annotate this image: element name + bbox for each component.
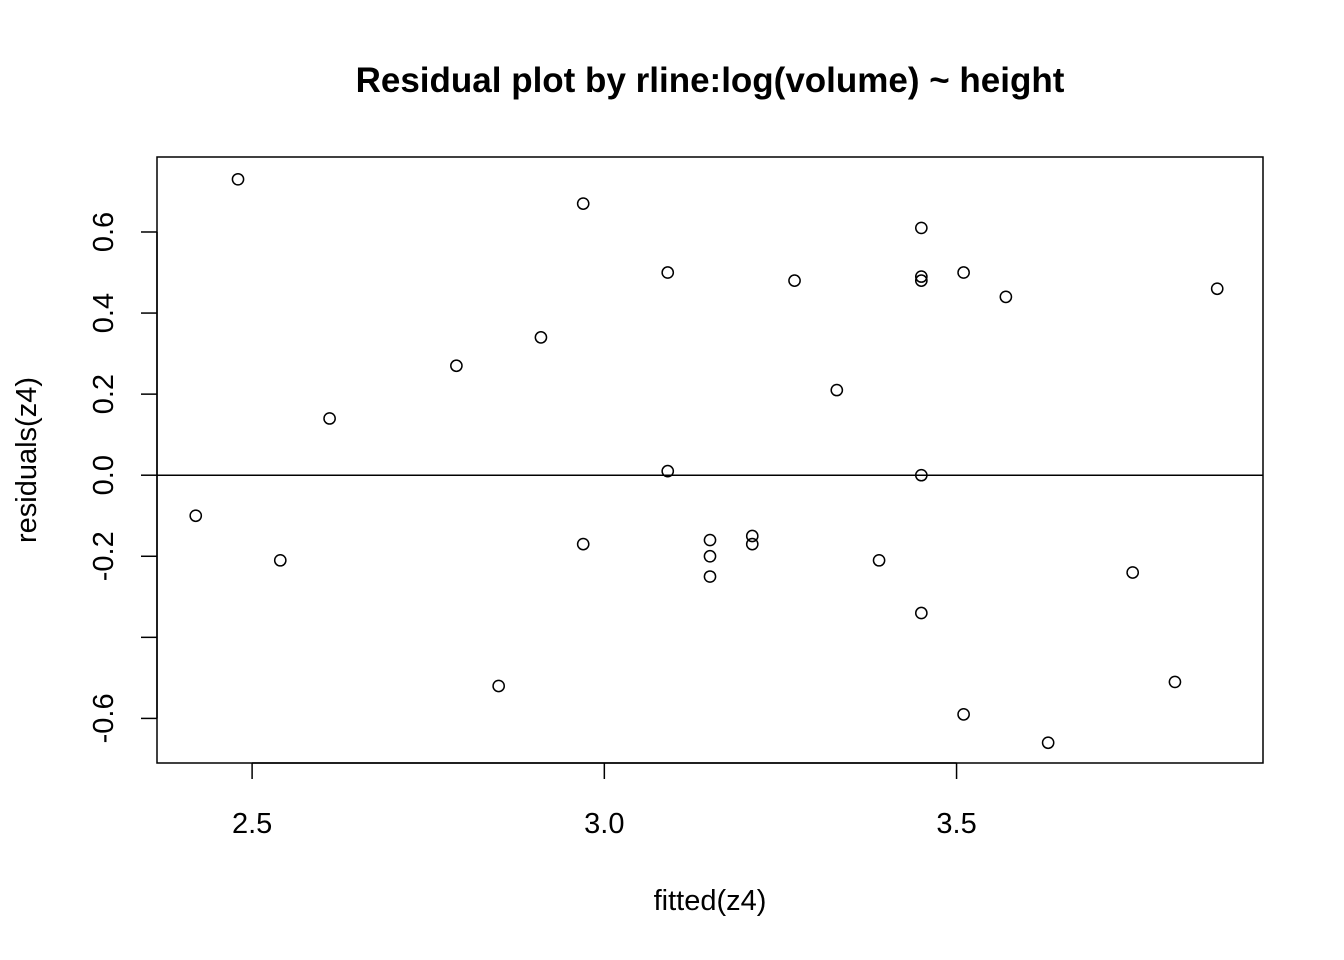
data-point — [914, 274, 928, 287]
x-tick-label: 2.5 — [232, 808, 272, 840]
data-point — [1168, 675, 1182, 689]
y-tick-label: -0.2 — [88, 531, 120, 581]
data-point — [534, 331, 548, 344]
x-tick-label: 3.5 — [936, 808, 976, 840]
data-point — [914, 606, 928, 620]
data-point — [450, 359, 463, 373]
data-point — [1041, 736, 1055, 750]
data-point — [273, 553, 287, 567]
data-point — [661, 266, 675, 279]
data-point — [189, 509, 203, 523]
data-point — [703, 533, 717, 547]
data-point — [872, 553, 886, 567]
data-points — [189, 172, 1224, 750]
data-point — [323, 412, 336, 425]
data-point — [231, 172, 245, 186]
data-point — [703, 549, 717, 563]
x-tick-label: 3.0 — [584, 808, 624, 840]
data-point — [914, 270, 928, 283]
chart-title: Residual plot by rline:log(volume) ~ hei… — [356, 61, 1065, 100]
data-point — [576, 537, 590, 551]
data-point — [957, 266, 970, 279]
data-point — [788, 274, 801, 287]
y-tick-label: 0.0 — [88, 455, 120, 495]
data-point — [703, 570, 717, 583]
y-tick-label: 0.4 — [88, 293, 120, 333]
data-point — [957, 708, 970, 721]
y-tick-label: 0.2 — [88, 374, 120, 414]
x-axis-label: fitted(z4) — [654, 885, 767, 917]
x-axis: 2.5 3.0 3.5 — [232, 762, 977, 840]
data-point — [1210, 282, 1224, 296]
plot-frame — [156, 156, 1264, 764]
data-point — [745, 537, 759, 551]
data-point — [745, 529, 759, 543]
y-tick-label: 0.6 — [88, 212, 120, 252]
data-point — [830, 383, 844, 397]
data-point — [914, 468, 928, 482]
data-point — [661, 464, 675, 478]
y-axis: -0.6 -0.2 0.0 0.2 0.4 0.6 — [88, 212, 158, 743]
data-point — [999, 290, 1013, 304]
y-axis-label: residuals(z4) — [11, 377, 43, 543]
data-point — [1126, 566, 1140, 579]
data-point — [492, 679, 506, 693]
data-point — [914, 221, 928, 235]
data-point — [576, 197, 590, 210]
y-tick-label: -0.6 — [88, 693, 120, 743]
